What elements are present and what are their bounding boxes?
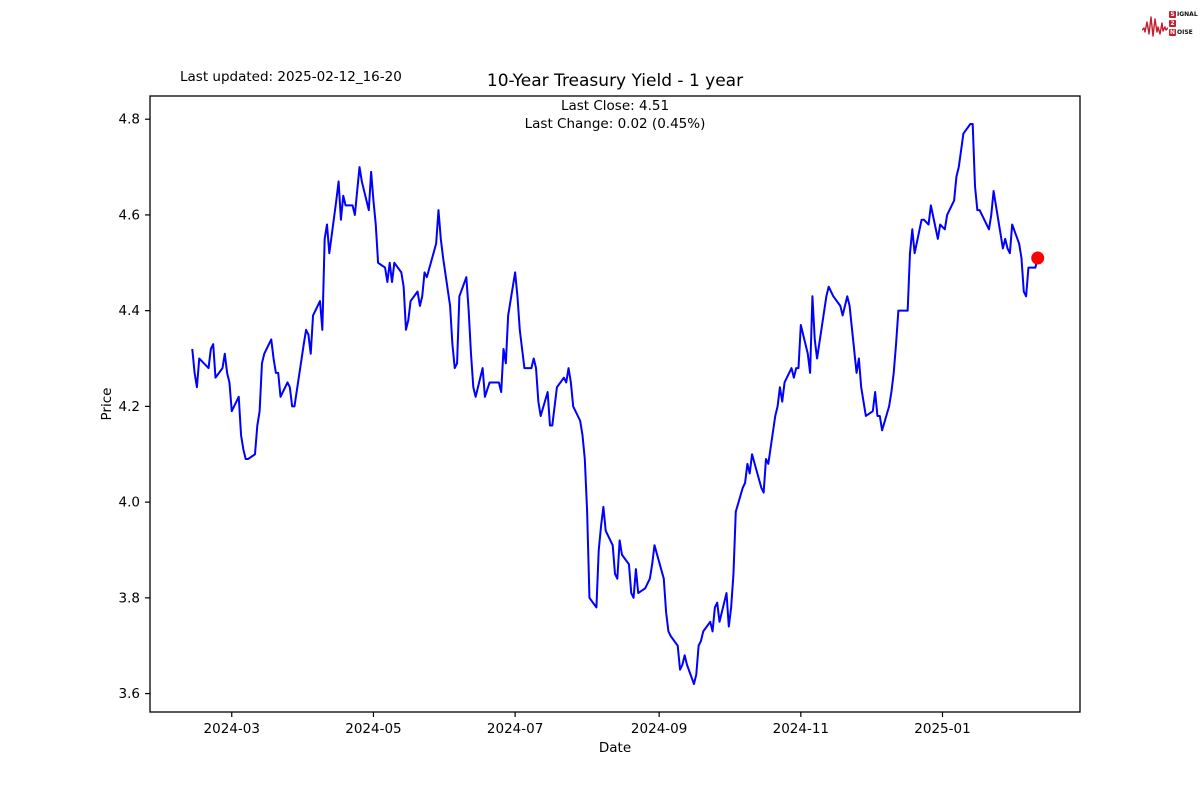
y-tick-label: 4.6 [119, 207, 140, 223]
logo-row-signal: S IGNAL [1169, 10, 1198, 18]
signal2noise-logo: S IGNAL 2 N OISE [1142, 4, 1198, 46]
x-tick-label: 2025-01 [914, 721, 970, 737]
y-tick-label: 4.0 [119, 495, 140, 511]
chart-title: 10-Year Treasury Yield - 1 year [486, 71, 744, 91]
logo-text: S IGNAL 2 N OISE [1169, 10, 1198, 36]
y-tick-label: 3.8 [119, 590, 140, 606]
axes-box [149, 95, 1081, 713]
y-tick-label: 3.6 [119, 686, 140, 702]
last-change-text: Last Change: 0.02 (0.45%) [524, 116, 706, 132]
heartbeat-waveform-icon [1142, 16, 1168, 37]
last-close-text: Last Close: 4.51 [560, 98, 670, 114]
x-axis-label: Date [598, 740, 632, 756]
logo-badge-s: S [1169, 10, 1176, 18]
x-tick-label: 2024-03 [204, 721, 260, 737]
x-tick-label: 2024-05 [345, 721, 401, 737]
logo-row-2: 2 [1169, 19, 1198, 27]
last-close-marker [1031, 251, 1045, 265]
last-updated-text: Last updated: 2025-02-12_16-20 [180, 69, 402, 85]
y-tick-label: 4.4 [119, 303, 140, 319]
logo-badge-2: 2 [1169, 19, 1176, 27]
logo-row-noise: N OISE [1169, 28, 1193, 36]
y-tick-label: 4.8 [119, 112, 140, 128]
x-tick-label: 2024-09 [631, 721, 687, 737]
x-tick-label: 2024-07 [487, 721, 543, 737]
x-tick-label: 2024-11 [773, 721, 829, 737]
y-tick-label: 4.2 [119, 399, 140, 415]
yield-line-series [191, 123, 1039, 685]
logo-badge-n: N [1169, 28, 1176, 36]
